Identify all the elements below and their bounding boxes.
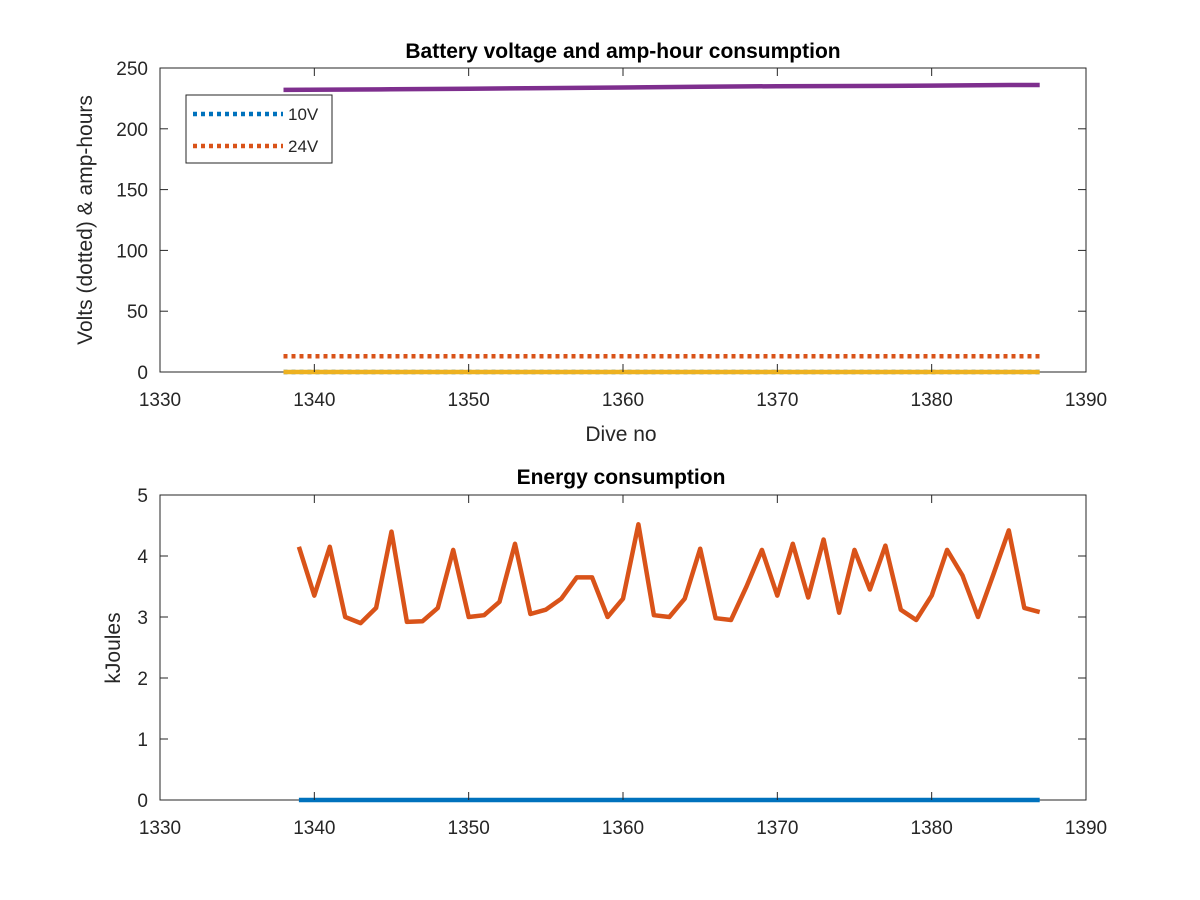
legend-label-10v: 10V bbox=[288, 105, 319, 124]
x-tick-label: 1370 bbox=[756, 818, 798, 839]
y-tick-label: 0 bbox=[137, 791, 148, 812]
voltage-amphour-axes: 1330 1340 1350 1360 1370 1380 1390 0 50 100 150 200… bbox=[74, 40, 1107, 446]
y-tick-label: 250 bbox=[116, 59, 148, 80]
axis-ticks: 1330 1340 1350 1360 1370 1380 1390 0 1 2 3 4 5 bbox=[137, 486, 1107, 839]
x-tick-label: 1390 bbox=[1065, 818, 1107, 839]
x-tick-label: 1340 bbox=[293, 818, 335, 839]
series-line-4 bbox=[283, 82, 1040, 93]
energy-axes: 1330 1340 1350 1360 1370 1380 1390 0 1 2 3 4 5 Energ… bbox=[102, 466, 1107, 839]
series-line-2 bbox=[296, 522, 1041, 626]
x-tick-label: 1360 bbox=[602, 818, 644, 839]
x-tick-label: 1340 bbox=[293, 390, 335, 411]
plot-lines bbox=[296, 522, 1041, 803]
y-tick-label: 5 bbox=[137, 486, 148, 507]
axes-box bbox=[159, 494, 1087, 801]
legend-label-24v: 24V bbox=[288, 137, 319, 156]
legend: 10V 24V bbox=[185, 94, 333, 164]
x-tick-label: 1350 bbox=[448, 818, 490, 839]
plot-lines bbox=[283, 82, 1040, 375]
x-tick-label: 1360 bbox=[602, 390, 644, 411]
x-tick-label: 1330 bbox=[139, 390, 181, 411]
y-tick-label: 1 bbox=[137, 730, 148, 751]
y-tick-label: 4 bbox=[137, 547, 148, 568]
x-tick-label: 1350 bbox=[448, 390, 490, 411]
y-tick-label: 3 bbox=[137, 608, 148, 629]
y-tick-label: 150 bbox=[116, 181, 148, 202]
x-tick-label: 1390 bbox=[1065, 390, 1107, 411]
legend-box bbox=[185, 94, 333, 164]
y-axis-label: Volts (dotted) & amp-hours bbox=[74, 95, 97, 345]
y-tick-label: 100 bbox=[116, 241, 148, 262]
y-axis-label: kJoules bbox=[102, 612, 125, 683]
x-tick-label: 1380 bbox=[911, 390, 953, 411]
y-tick-label: 2 bbox=[137, 669, 148, 690]
chart-title: Energy consumption bbox=[517, 466, 726, 489]
y-tick-label: 0 bbox=[137, 363, 148, 384]
x-axis-label: Dive no bbox=[585, 423, 656, 446]
x-tick-label: 1370 bbox=[756, 390, 798, 411]
y-tick-label: 200 bbox=[116, 120, 148, 141]
x-tick-label: 1380 bbox=[911, 818, 953, 839]
y-tick-label: 50 bbox=[127, 302, 148, 323]
x-tick-label: 1330 bbox=[139, 818, 181, 839]
chart-title: Battery voltage and amp-hour consumption bbox=[405, 40, 840, 63]
axis-ticks: 1330 1340 1350 1360 1370 1380 1390 0 50 100 150 200… bbox=[116, 59, 1107, 411]
